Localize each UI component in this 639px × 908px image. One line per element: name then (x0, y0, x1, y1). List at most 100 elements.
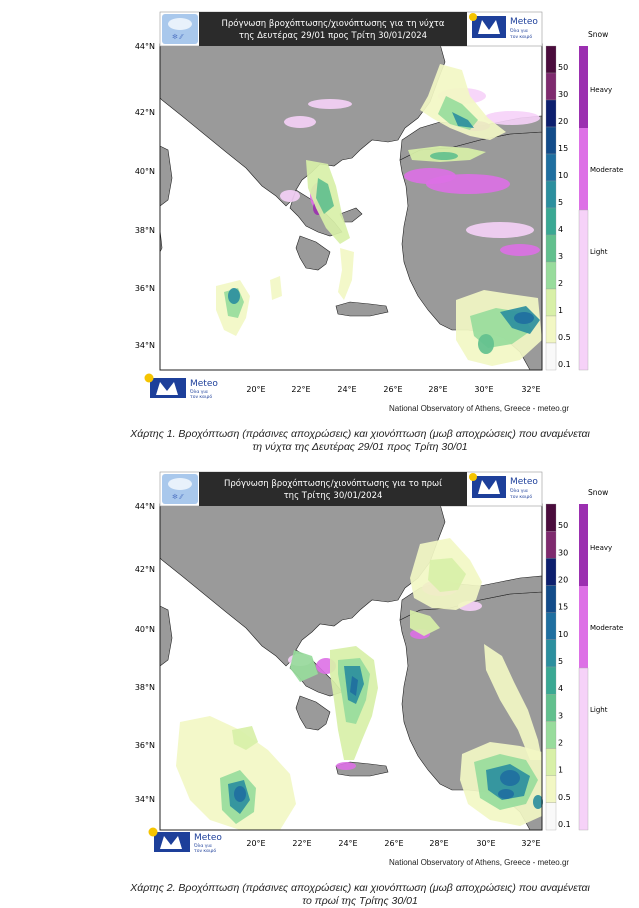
rain-scale-swatch (545, 503, 557, 532)
map-title-line1: Πρόγνωση βροχόπτωσης/χιονόπτωσης για το … (224, 478, 442, 489)
lat-label: 42°N (135, 108, 155, 117)
lon-label: 32°E (521, 385, 540, 394)
forecast-map-2: 44°N 42°N 40°N 38°N 36°N 34°N 20°E 22°E … (0, 460, 639, 885)
map-title-line2: της Τρίτης 30/01/2024 (284, 491, 383, 501)
rain-scale-swatch (545, 802, 557, 831)
rain-scale-label: 5 (558, 657, 563, 666)
rain-scale-swatch (545, 694, 557, 722)
forecast-map-2-figure: 44°N 42°N 40°N 38°N 36°N 34°N 20°E 22°E … (135, 471, 623, 854)
rain-scale-swatch (545, 585, 557, 613)
lon-label: 32°E (521, 839, 540, 848)
rain-scale-label: 50 (558, 63, 568, 72)
snow-heavy-label: Heavy (590, 86, 612, 94)
rain-scale-label: 10 (558, 630, 568, 639)
rain-patches (216, 64, 542, 366)
rain-colorbar: 50 30 20 15 10 5 4 3 2 1 0.5 0.1 (545, 503, 571, 831)
title-banner: ✻ ⁄⁄ Πρόγνωση βροχόπτωσης/χιονόπτωσης γι… (159, 11, 543, 47)
rain-scale-swatch (545, 288, 557, 317)
rain-scale-label: 5 (558, 198, 563, 207)
lat-label: 38°N (135, 226, 155, 235)
logo-tagline: τον καιρό (510, 493, 532, 500)
lat-label: 34°N (135, 795, 155, 804)
logo-tagline: Όλα για (193, 842, 212, 849)
rain-scale-swatch (545, 639, 557, 668)
rain-scale-label: 2 (558, 279, 563, 288)
lat-label: 44°N (135, 502, 155, 511)
map-title-line2: της Δευτέρας 29/01 προς Τρίτη 30/01/2024 (239, 30, 427, 41)
rain-scale-label: 30 (558, 90, 568, 99)
forecast-map-1: 44°N 42°N 40°N 38°N 36°N 34°N 20°E 22°E … (0, 0, 639, 425)
rain-scale-label: 0.1 (558, 820, 571, 829)
rain-scale-swatch (545, 342, 557, 371)
logo-tagline: Όλα για (509, 487, 528, 494)
lon-label: 22°E (292, 839, 311, 848)
sun-icon (144, 373, 154, 383)
snow-light-label: Light (590, 706, 608, 714)
rain-scale-swatch (545, 99, 557, 128)
caption-line: το πρωί της Τρίτης 30/01 (302, 895, 418, 907)
meteo-logo-mark (472, 16, 506, 38)
bottom-logo: Meteo Όλα για τον καιρό (144, 373, 218, 400)
map-1-caption: Χάρτης 1. Βροχόπτωση (πράσινες αποχρώσει… (90, 428, 630, 454)
rain-scale-label: 20 (558, 117, 568, 126)
bottom-logo: Meteo Όλα για τον καιρό (148, 827, 222, 854)
rain-scale-label: 3 (558, 711, 563, 720)
lat-label: 36°N (135, 741, 155, 750)
lat-label: 40°N (135, 167, 155, 176)
logo-tagline: τον καιρό (510, 33, 532, 40)
rain-scale-swatch (545, 72, 557, 101)
rain-scale-label: 0.5 (558, 333, 571, 342)
lon-label: 22°E (291, 385, 310, 394)
rain-scale-swatch (545, 748, 557, 776)
snow-legend-title: Snow (588, 488, 608, 497)
cloud-icon (168, 18, 192, 30)
credit-line: National Observatory of Athens, Greece -… (389, 858, 570, 867)
lon-label: 28°E (428, 385, 447, 394)
lat-label: 38°N (135, 683, 155, 692)
snow-moderate-label: Moderate (590, 166, 623, 174)
rain-scale-swatch (545, 558, 557, 586)
sun-icon (469, 13, 477, 21)
lon-label: 26°E (384, 839, 403, 848)
rain-scale-label: 20 (558, 576, 568, 585)
lat-label: 40°N (135, 625, 155, 634)
snow-heavy-label: Heavy (590, 544, 612, 552)
logo-name: Meteo (510, 477, 538, 487)
rain-scale-swatch (545, 261, 557, 290)
logo-name: Meteo (194, 833, 222, 843)
latitude-labels: 44°N 42°N 40°N 38°N 36°N 34°N (135, 42, 155, 350)
lon-label: 30°E (474, 385, 493, 394)
rain-scale-swatch (545, 153, 557, 182)
meteo-logo-m (478, 480, 500, 494)
rain-scale-label: 15 (558, 603, 568, 612)
rain-scale-label: 2 (558, 739, 563, 748)
lon-label: 20°E (246, 839, 265, 848)
cloud-icon (168, 478, 192, 490)
rain-scale-label: 4 (558, 225, 563, 234)
rain-scale-label: 0.1 (558, 360, 571, 369)
snow-light-label: Light (590, 248, 608, 256)
rain-scale-swatch (545, 45, 557, 74)
logo-name: Meteo (510, 17, 538, 27)
snow-colorbar: Snow Heavy Moderate Light (578, 30, 623, 371)
longitude-labels: 20°E 22°E 24°E 26°E 28°E 30°E 32°E (246, 385, 540, 394)
lon-label: 24°E (337, 385, 356, 394)
rain-scale-label: 30 (558, 548, 568, 557)
rain-scale-swatch (545, 315, 557, 344)
snow-legend-title: Snow (588, 30, 608, 39)
rain-scale-swatch (545, 126, 557, 155)
lat-label: 36°N (135, 284, 155, 293)
rain-scale-label: 1 (558, 306, 563, 315)
lon-label: 24°E (338, 839, 357, 848)
snow-colorbar: Snow Heavy Moderate Light (578, 488, 623, 831)
rain-scale-swatch (545, 775, 557, 803)
rain-scale-swatch (545, 666, 557, 695)
lon-label: 30°E (476, 839, 495, 848)
rain-scale-label: 0.5 (558, 793, 571, 802)
snowflake-icon: ✻ ⁄⁄ (172, 33, 184, 41)
sun-icon (148, 827, 158, 837)
rain-scale-label: 50 (558, 521, 568, 530)
forecast-map-1-figure: 44°N 42°N 40°N 38°N 36°N 34°N 20°E 22°E … (135, 11, 623, 400)
rain-patches (176, 538, 543, 830)
caption-line: τη νύχτα της Δευτέρας 29/01 προς Τρίτη 3… (252, 441, 468, 453)
